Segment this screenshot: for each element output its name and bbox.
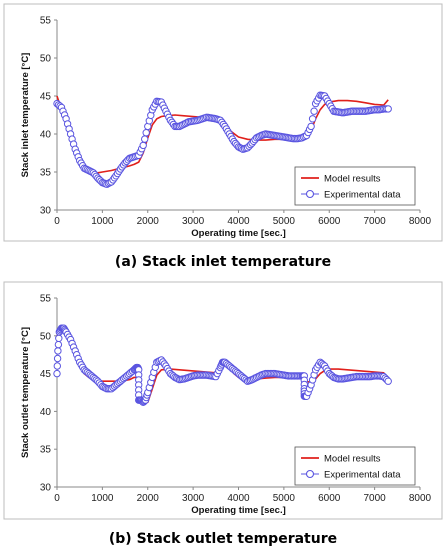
- x-tick-label: 6000: [318, 493, 341, 504]
- legend-swatch-marker: [305, 469, 315, 479]
- data-point: [139, 141, 147, 150]
- data-point: [54, 340, 63, 349]
- data-point: [384, 105, 392, 113]
- y-axis-label: Stack inlet temperature [°C]: [20, 53, 31, 178]
- legend-label: Model results: [324, 174, 381, 185]
- legend-label: Experimental data: [324, 470, 401, 481]
- y-tick-label: 40: [40, 407, 52, 418]
- y-tick-label: 40: [40, 130, 52, 141]
- x-tick-label: 8000: [409, 493, 432, 504]
- y-tick-label: 55: [40, 16, 52, 27]
- chart-panel-1: 30 35 40 45 50 55 0 1000 2000 3000 4000 5000 6000 700…: [3, 3, 443, 242]
- chart-panel-2: 30 35 40 45 50 55 0 1000 2000 3000 4000 5000 6000 700…: [3, 281, 443, 520]
- legend: Model results Experimental data: [294, 166, 416, 206]
- data-point: [310, 107, 318, 115]
- x-tick-label: 6000: [318, 216, 341, 227]
- x-tick-label: 7000: [364, 216, 387, 227]
- y-tick-label: 45: [40, 92, 52, 103]
- legend-swatch-marker: [305, 189, 315, 199]
- y-tick-label: 30: [40, 483, 52, 494]
- series-markers-experimental-data: [53, 324, 392, 406]
- x-tick-label: 7000: [364, 493, 387, 504]
- data-point: [384, 377, 392, 385]
- x-tick-label: 2000: [137, 216, 160, 227]
- x-tick-label: 4000: [227, 493, 250, 504]
- x-tick-label: 0: [54, 493, 60, 504]
- y-tick-label: 50: [40, 54, 52, 65]
- data-point: [307, 122, 315, 131]
- x-tick-label: 0: [54, 216, 60, 227]
- x-tick-label: 3000: [182, 493, 205, 504]
- data-point: [53, 354, 62, 363]
- data-point: [53, 369, 61, 378]
- y-tick-label: 35: [40, 168, 52, 179]
- data-point: [308, 115, 317, 123]
- data-point: [54, 347, 62, 355]
- x-tick-label: 4000: [227, 216, 250, 227]
- legend-label: Experimental data: [324, 190, 401, 201]
- y-axis-label: Stack outlet temperature [°C]: [20, 327, 31, 458]
- x-tick-label: 1000: [91, 216, 114, 227]
- x-tick-label: 5000: [273, 493, 296, 504]
- y-tick-label: 30: [40, 206, 52, 217]
- x-tick-label: 1000: [91, 493, 114, 504]
- legend-label: Model results: [324, 454, 381, 465]
- data-point: [55, 334, 63, 342]
- y-tick-label: 45: [40, 369, 52, 380]
- data-point: [53, 362, 61, 370]
- series-line-model-results: [56, 95, 389, 174]
- x-tick-label: 3000: [182, 216, 205, 227]
- panel-frame: [3, 281, 443, 520]
- panel-frame: [3, 3, 443, 242]
- data-point: [142, 129, 150, 137]
- series-markers-experimental-data: [53, 91, 392, 188]
- legend: Model results Experimental data: [294, 446, 416, 486]
- y-tick-label: 55: [40, 294, 52, 305]
- figure-caption: (b) Stack outlet temperature: [109, 531, 337, 547]
- x-tick-label: 5000: [273, 216, 296, 227]
- x-axis-label: Operating time [sec.]: [191, 228, 286, 239]
- x-tick-label: 2000: [137, 493, 160, 504]
- legend-box: [294, 166, 416, 206]
- x-tick-label: 8000: [409, 216, 432, 227]
- y-tick-label: 50: [40, 331, 52, 342]
- legend-box: [294, 446, 416, 486]
- data-point: [141, 135, 149, 143]
- figure-caption: (a) Stack inlet temperature: [115, 254, 331, 270]
- y-tick-label: 35: [40, 445, 52, 456]
- x-axis-label: Operating time [sec.]: [191, 505, 286, 516]
